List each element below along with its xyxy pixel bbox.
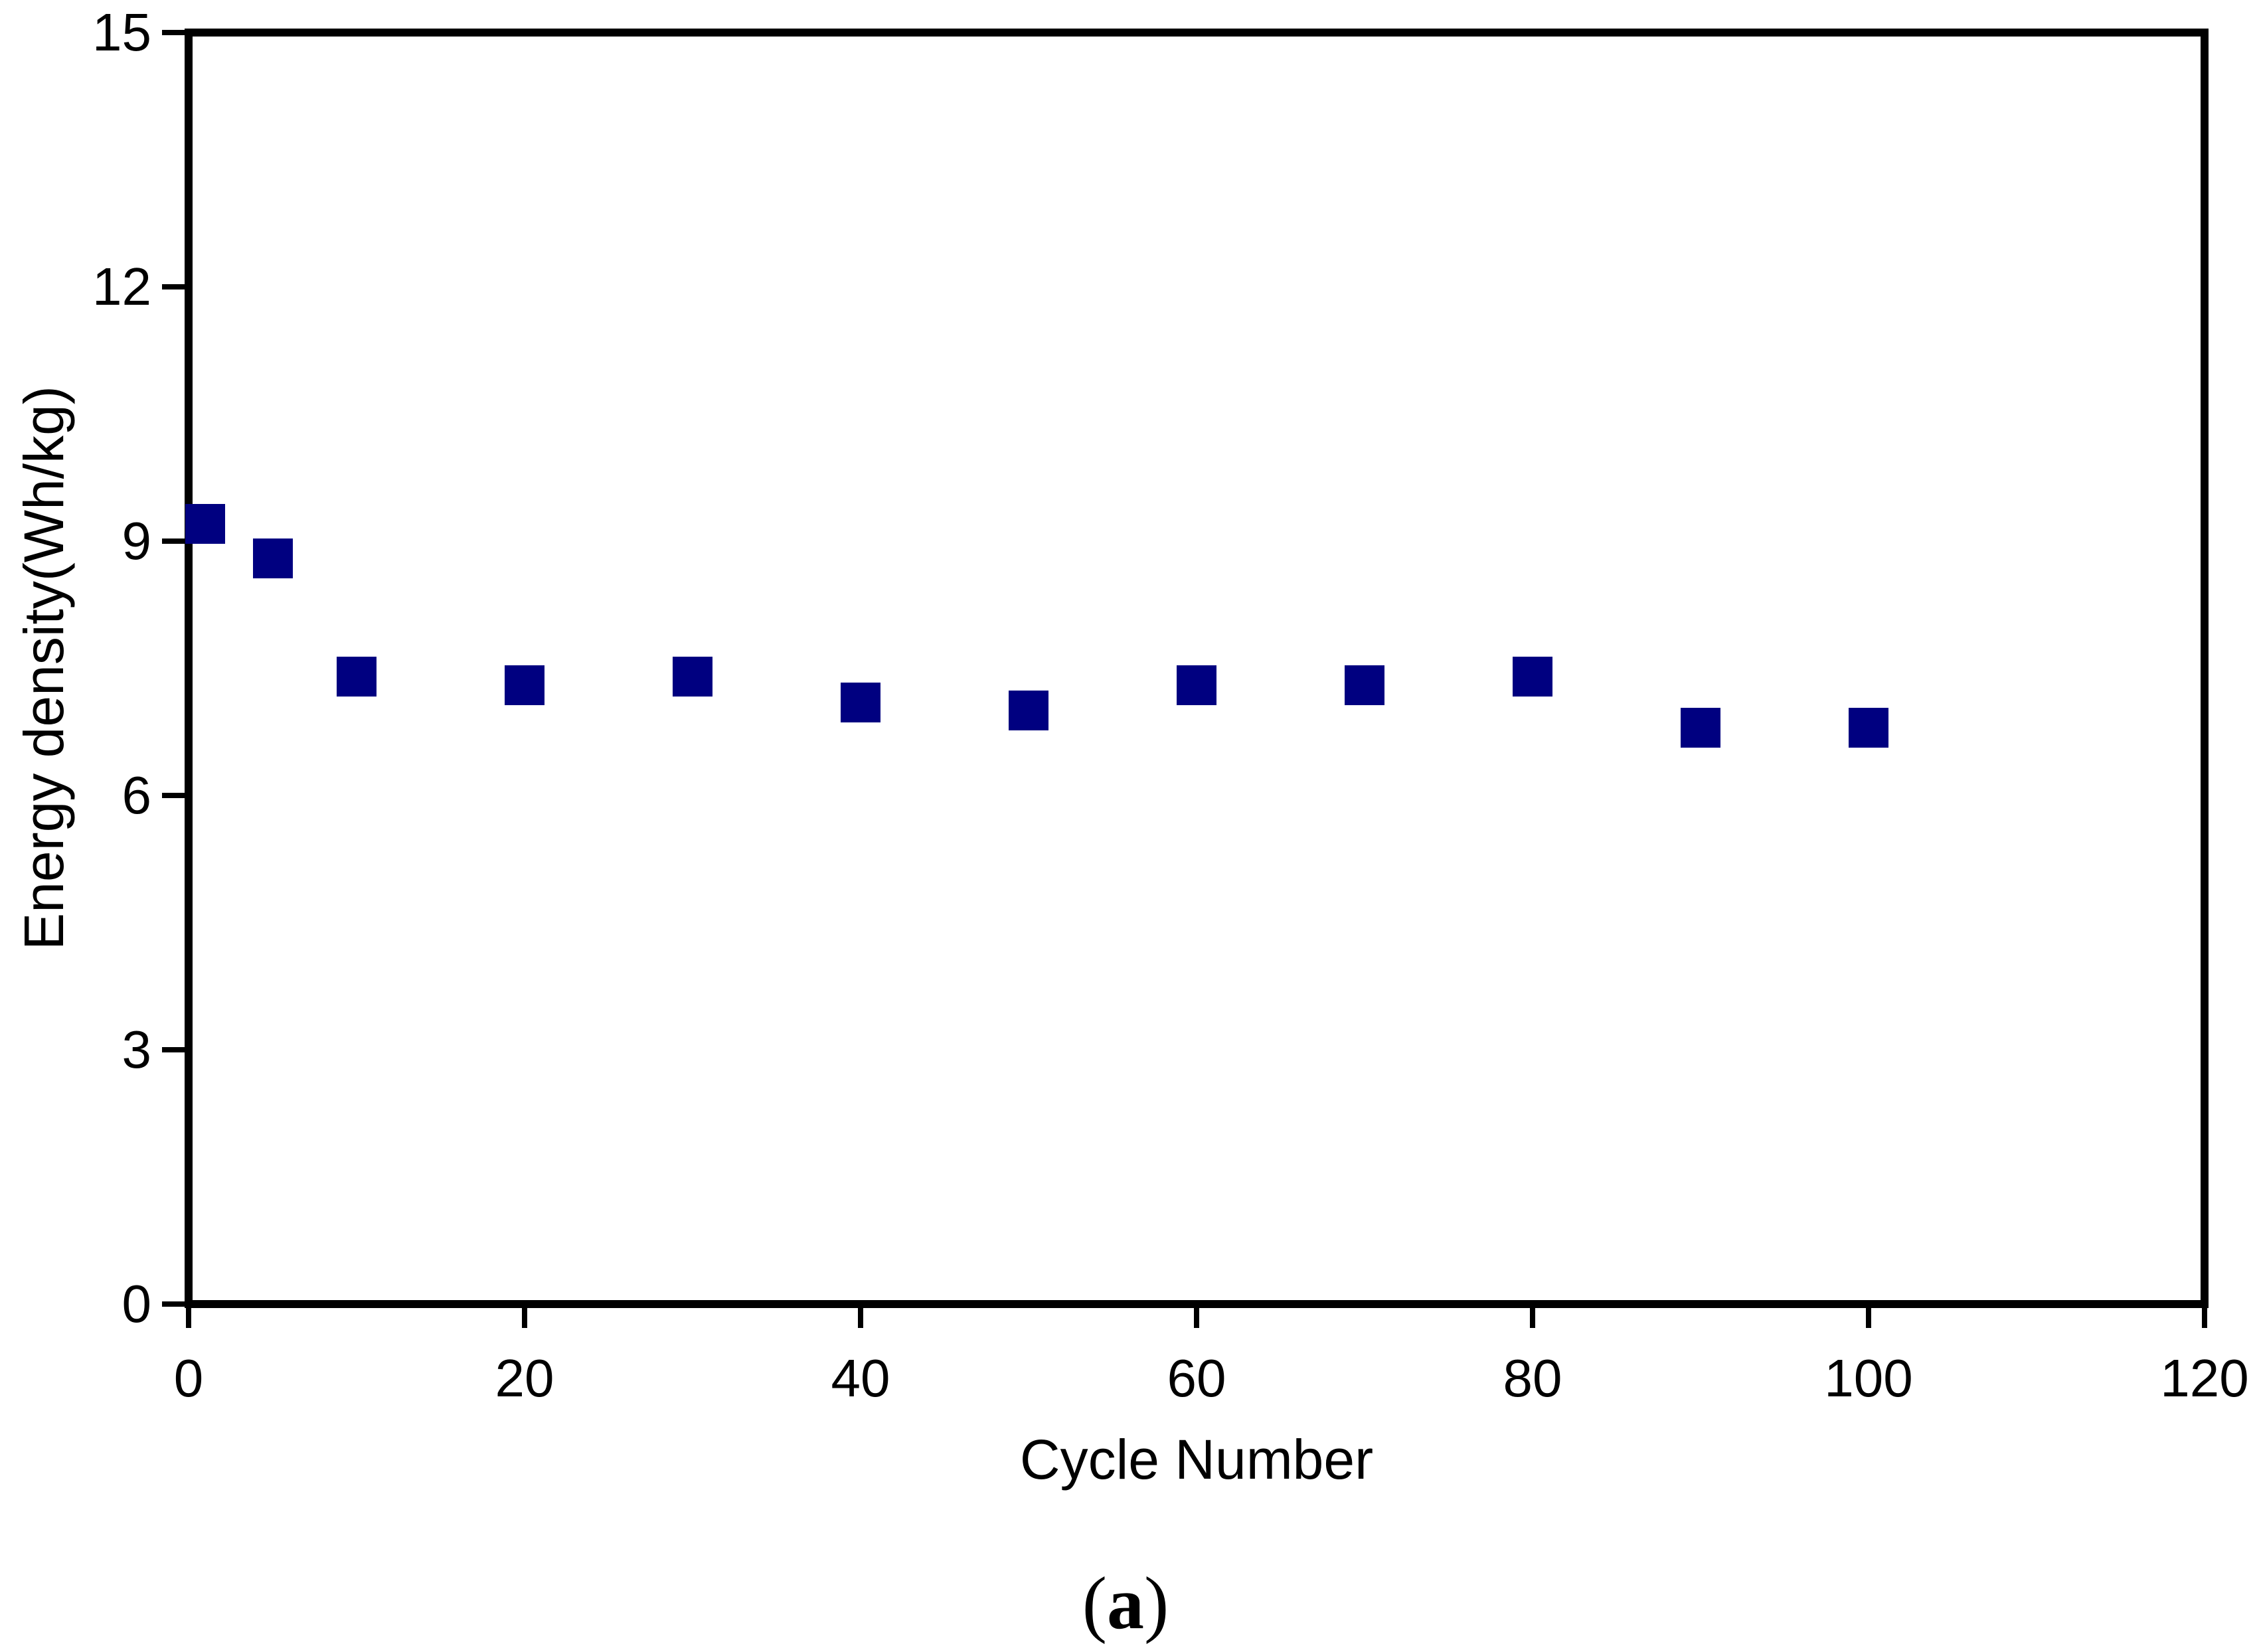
data-point-marker <box>505 665 544 706</box>
data-point-marker <box>252 538 293 578</box>
caption-paren-open: ( <box>1082 1562 1107 1645</box>
y-axis-tick-label: 3 <box>122 1020 152 1079</box>
data-point-marker <box>1681 707 1720 748</box>
x-axis-tick-label: 80 <box>1503 1349 1562 1408</box>
x-axis-tick-label: 120 <box>2160 1349 2249 1408</box>
y-axis-tick-label: 0 <box>122 1274 152 1333</box>
x-axis-tick <box>858 1308 863 1328</box>
data-point-marker <box>841 682 880 722</box>
y-axis-tick <box>162 1047 185 1052</box>
x-axis-title: Cycle Number <box>1019 1428 1374 1491</box>
x-axis-tick <box>1866 1308 1871 1328</box>
x-axis-tick-label: 40 <box>831 1349 890 1408</box>
data-point-marker <box>1513 657 1552 697</box>
data-point-marker <box>673 657 712 697</box>
caption-letter: a <box>1107 1562 1144 1645</box>
data-point-marker <box>1849 707 1888 748</box>
y-axis-tick-label: 9 <box>122 511 152 570</box>
data-point-marker <box>185 504 226 544</box>
x-axis-tick-label: 60 <box>1167 1349 1226 1408</box>
data-point-marker <box>1009 691 1048 731</box>
y-axis-tick <box>162 30 185 35</box>
y-axis-tick-label: 12 <box>92 257 151 316</box>
figure-caption: (a) <box>1082 1566 1169 1641</box>
y-axis-title: Energy density(Wh/kg) <box>13 386 75 950</box>
y-axis-tick <box>162 793 185 798</box>
x-axis-tick <box>2202 1308 2207 1328</box>
x-axis-tick <box>1530 1308 1535 1328</box>
caption-paren-close: ) <box>1144 1562 1169 1645</box>
data-point-marker <box>1177 665 1216 706</box>
y-axis-tick <box>162 1301 185 1307</box>
x-axis-tick <box>1194 1308 1199 1328</box>
x-axis-tick-label: 20 <box>495 1349 554 1408</box>
x-axis-tick <box>522 1308 527 1328</box>
x-axis-tick <box>186 1308 191 1328</box>
y-axis-tick-label: 15 <box>92 3 151 62</box>
data-point-marker <box>337 657 376 697</box>
y-axis-tick <box>162 284 185 289</box>
data-point-marker <box>1345 665 1384 706</box>
x-axis-tick-label: 100 <box>1824 1349 1913 1408</box>
x-axis-tick-label: 0 <box>173 1349 204 1408</box>
y-axis-tick-label: 6 <box>122 766 152 825</box>
y-axis-tick <box>162 538 185 544</box>
